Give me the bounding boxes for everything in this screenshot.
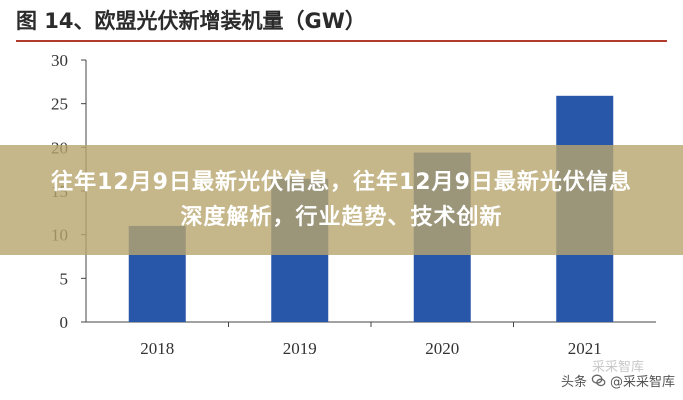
title-divider [16,40,667,42]
x-tick-label: 2018 [140,339,174,358]
y-tick-label: 0 [60,313,69,332]
x-tick-label: 2019 [283,339,317,358]
y-tick-label: 30 [51,51,68,70]
chart-title: 图 14、欧盟光伏新增装机量（GW） [16,9,366,33]
faded-watermark-text: 采采智库 [592,360,645,375]
headline-text: 往年12月9日最新光伏信息，往年12月9日最新光伏信息深度解析，行业趋势、技术创… [51,170,632,230]
watermark-source: 头条 [560,375,587,390]
y-tick-label: 5 [60,269,69,288]
headline-banner: 往年12月9日最新光伏信息，往年12月9日最新光伏信息深度解析，行业趋势、技术创… [0,145,683,255]
wechat-icon [591,374,606,387]
y-tick-label: 25 [51,95,68,114]
x-axis-ticks: 2018 2019 2020 2021 [140,322,602,358]
source-watermark: 头条 @采采智库 [561,371,675,390]
x-tick-label: 2021 [568,339,602,358]
x-tick-label: 2020 [425,339,459,358]
watermark-author: @采采智库 [609,375,675,390]
